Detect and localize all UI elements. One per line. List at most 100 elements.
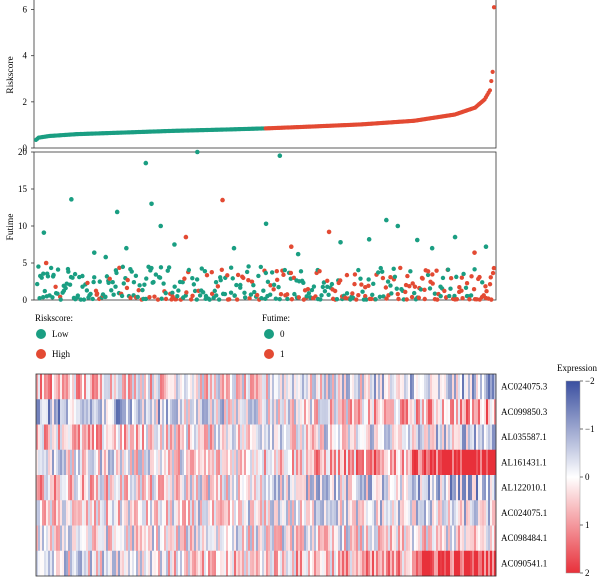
heatmap-cell	[122, 424, 125, 451]
heatmap-cell	[426, 475, 429, 501]
heatmap-cell	[216, 424, 219, 451]
heatmap-cell	[212, 374, 215, 400]
heatmap-cell	[68, 525, 71, 552]
heatmap-cell	[94, 449, 97, 476]
heatmap-cell	[466, 449, 469, 476]
heatmap-cell	[424, 500, 427, 526]
heatmap-cell	[290, 525, 293, 552]
heatmap-cell	[198, 525, 201, 552]
heatmap-cell	[92, 424, 95, 451]
heatmap-cell	[470, 525, 473, 552]
futime-point	[63, 285, 68, 291]
heatmap-cell	[376, 525, 379, 552]
colorbar-tick-label: 1	[585, 520, 590, 530]
heatmap-cell	[454, 449, 457, 476]
heatmap-cell	[386, 424, 389, 451]
heatmap-cell	[56, 424, 59, 451]
heatmap-cell	[480, 500, 483, 526]
heatmap-cell	[142, 525, 145, 552]
heatmap-cell	[488, 525, 491, 552]
heatmap-cell	[452, 500, 455, 526]
heatmap-cell	[454, 500, 457, 526]
heatmap-cell	[474, 550, 477, 577]
heatmap-cell	[264, 500, 267, 526]
heatmap-cell	[106, 374, 109, 400]
futime-point	[487, 281, 493, 287]
heatmap-cell	[278, 374, 281, 400]
heatmap-cell	[70, 449, 73, 476]
futime-tick-label: 5	[23, 258, 28, 268]
heatmap-cell	[336, 399, 339, 425]
heatmap-cell	[464, 550, 467, 577]
heatmap-cell	[418, 475, 421, 501]
heatmap-cell	[104, 525, 107, 552]
heatmap-cell	[150, 374, 153, 400]
heatmap-cell	[200, 424, 203, 451]
futime-point	[488, 275, 493, 280]
heatmap-cell	[238, 424, 241, 451]
heatmap-cell	[146, 424, 149, 451]
heatmap-cell	[98, 475, 101, 501]
heatmap-cell	[448, 374, 451, 400]
heatmap-cell	[486, 374, 489, 400]
futime-point	[135, 294, 140, 300]
heatmap-cell	[142, 424, 145, 451]
heatmap-cell	[350, 500, 353, 526]
heatmap-cell	[98, 525, 101, 552]
heatmap-cell	[50, 449, 53, 476]
heatmap-cell	[218, 500, 221, 526]
heatmap-cell	[66, 500, 69, 526]
heatmap-cell	[350, 374, 353, 400]
futime-point	[396, 296, 401, 302]
heatmap-cell	[134, 525, 137, 552]
heatmap-cell	[190, 399, 193, 425]
heatmap-cell	[196, 475, 199, 501]
heatmap-cell	[400, 550, 403, 577]
heatmap-cell	[172, 449, 175, 476]
futime-point	[106, 280, 111, 286]
heatmap-cell	[488, 424, 491, 451]
heatmap-cell	[108, 424, 111, 451]
heatmap-cell	[420, 525, 423, 552]
heatmap-cell	[84, 525, 87, 552]
heatmap-cell	[274, 475, 277, 501]
heatmap-cell	[270, 500, 273, 526]
heatmap-cell	[428, 449, 431, 476]
heatmap-cell	[302, 475, 305, 501]
heatmap-cell	[170, 399, 173, 425]
heatmap-cell	[114, 525, 117, 552]
heatmap-cell	[230, 550, 233, 577]
heatmap-cell	[136, 374, 139, 400]
heatmap-cell	[278, 500, 281, 526]
heatmap-cell	[232, 374, 235, 400]
heatmap-cell	[354, 374, 357, 400]
heatmap-cell	[490, 424, 493, 451]
heatmap-cell	[484, 374, 487, 400]
heatmap-cell	[58, 525, 61, 552]
heatmap-cell	[152, 475, 155, 501]
heatmap-cell	[56, 449, 59, 476]
futime-point	[114, 209, 120, 215]
heatmap-cell	[384, 399, 387, 425]
heatmap-cell	[220, 374, 223, 400]
heatmap-cell	[88, 424, 91, 451]
heatmap-cell	[220, 550, 223, 577]
heatmap-cell	[474, 399, 477, 425]
futime-point	[430, 281, 435, 286]
heatmap-cell	[274, 424, 277, 451]
heatmap-cell	[122, 475, 125, 501]
heatmap-cell	[156, 424, 159, 451]
heatmap-cell	[176, 550, 179, 577]
heatmap-cell	[336, 374, 339, 400]
heatmap-cell	[430, 525, 433, 552]
heatmap-cell	[190, 475, 193, 501]
heatmap-cell	[56, 500, 59, 526]
heatmap-cell	[218, 424, 221, 451]
futime-point	[480, 280, 485, 285]
futime-point	[332, 288, 338, 294]
heatmap-cell	[410, 525, 413, 552]
heatmap-cell	[224, 399, 227, 425]
heatmap-cell	[60, 475, 63, 501]
heatmap-cell	[312, 525, 315, 552]
heatmap-cell	[300, 424, 303, 451]
